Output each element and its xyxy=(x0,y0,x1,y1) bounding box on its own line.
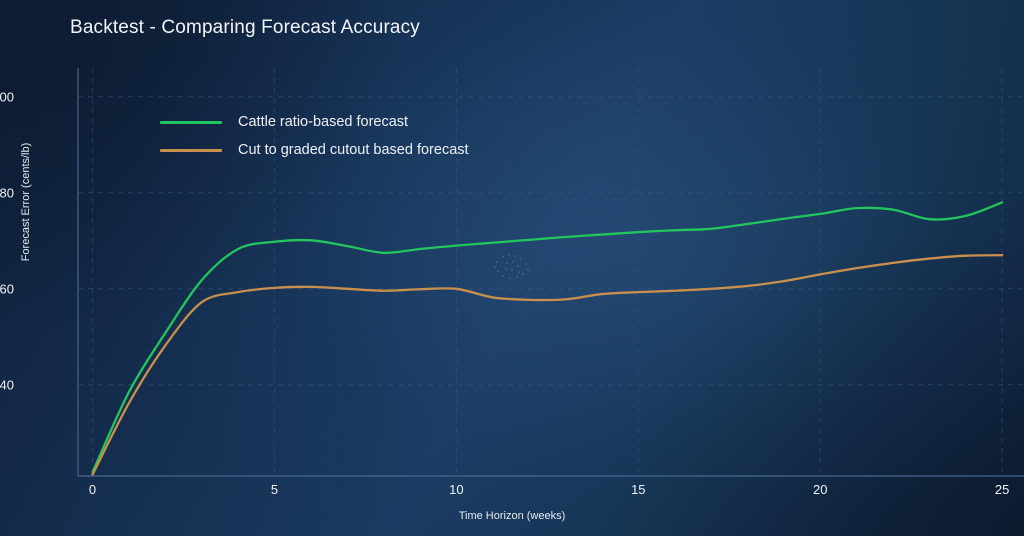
legend: Cattle ratio-based forecast Cut to graded… xyxy=(160,108,469,164)
gridlines xyxy=(78,68,1024,476)
watermark-dot xyxy=(494,266,496,268)
watermark-dot xyxy=(518,271,520,273)
legend-color-swatch xyxy=(160,120,222,124)
watermark-dots xyxy=(492,252,538,280)
legend-item-label: Cut to graded cutout based forecast xyxy=(238,142,469,158)
legend-item-label: Cattle ratio-based forecast xyxy=(238,114,409,130)
series-line-0 xyxy=(91,201,1004,474)
x-axis-title: Time Horizon (weeks) xyxy=(458,510,566,522)
series-lines xyxy=(91,201,1004,476)
y-tick-label: 60 xyxy=(0,281,14,297)
watermark-dot xyxy=(511,269,513,271)
chart-title: Backtest - Comparing Forecast Accuracy xyxy=(70,17,420,38)
watermark-dot xyxy=(505,268,507,270)
watermark-dot xyxy=(522,273,524,275)
x-tick-label: 5 xyxy=(270,482,279,497)
x-tick-label: 25 xyxy=(994,482,1010,497)
watermark-dot xyxy=(517,265,519,267)
watermark-dot xyxy=(502,275,504,277)
watermark-dot xyxy=(508,254,510,256)
watermark-dot xyxy=(497,270,499,272)
watermark-dot xyxy=(496,261,498,263)
watermark-dot xyxy=(509,277,511,279)
x-tick-label: 10 xyxy=(449,482,464,497)
axis-spines xyxy=(77,68,1024,477)
legend-item-0[interactable]: Cattle ratio-based forecast xyxy=(160,108,469,136)
x-tick-label: 0 xyxy=(88,482,97,497)
watermark-dot xyxy=(502,256,504,258)
y-tick-label: 80 xyxy=(0,185,14,201)
watermark-dot xyxy=(512,261,514,263)
legend-color-swatch xyxy=(160,148,222,152)
watermark-dot xyxy=(506,262,508,264)
x-tick-label: 15 xyxy=(631,482,646,497)
series-line-1 xyxy=(91,254,1004,476)
x-tick-label: 20 xyxy=(813,482,828,497)
watermark-dot xyxy=(527,269,529,271)
watermark-dot xyxy=(516,276,518,278)
watermark-dot xyxy=(514,255,516,257)
y-tick-label: 100 xyxy=(0,89,14,105)
watermark-dot xyxy=(520,258,522,260)
legend-item-1[interactable]: Cut to graded cutout based forecast xyxy=(160,136,469,164)
y-tick-label: 40 xyxy=(0,377,14,393)
watermark-dot xyxy=(525,263,527,265)
